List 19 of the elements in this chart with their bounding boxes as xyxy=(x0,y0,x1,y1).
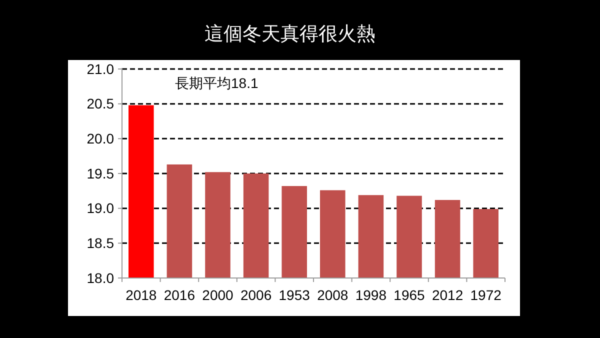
y-tick-label: 20.0 xyxy=(86,130,114,147)
y-tick-label: 21.0 xyxy=(86,60,114,77)
y-tick-label: 19.5 xyxy=(86,165,114,182)
annotation: 長期平均18.1 xyxy=(175,75,258,91)
x-tick-label: 2012 xyxy=(432,287,464,303)
chart-title: 這個冬天真得很火熱 xyxy=(204,23,376,45)
y-tick-label: 18.0 xyxy=(86,270,114,286)
x-tick-label: 2000 xyxy=(202,287,234,303)
x-tick-label: 2008 xyxy=(317,287,348,303)
x-tick-label: 2006 xyxy=(240,287,272,303)
x-tick-label: 1972 xyxy=(470,287,502,303)
y-tick-label: 20.5 xyxy=(86,96,114,112)
x-tick-label: 1998 xyxy=(355,287,387,303)
x-tick-label: 2016 xyxy=(164,287,196,303)
y-tick-label: 18.5 xyxy=(86,235,114,252)
y-tick-label: 19.0 xyxy=(86,200,114,216)
x-tick-label: 1953 xyxy=(278,287,310,303)
x-tick-label: 1965 xyxy=(394,287,426,303)
x-tick-label: 2018 xyxy=(126,287,157,303)
